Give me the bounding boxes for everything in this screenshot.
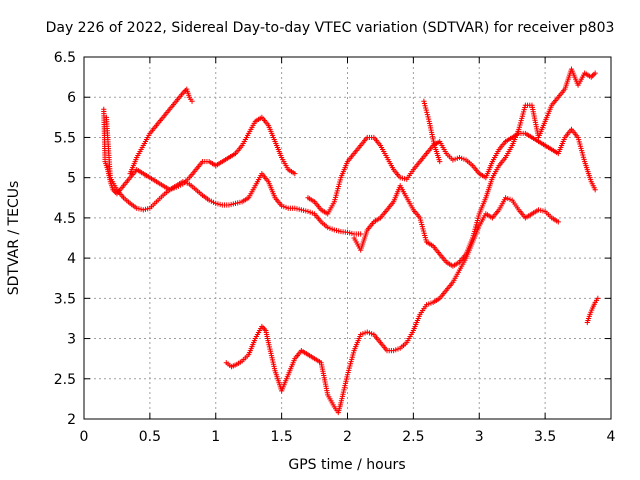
data-point <box>423 105 429 111</box>
y-tick-label: 2.5 <box>54 372 76 388</box>
data-point <box>437 158 443 165</box>
data-point <box>555 219 561 225</box>
series-track-e <box>223 195 561 416</box>
series-track-h <box>584 295 601 326</box>
x-tick-label: 3.5 <box>534 429 556 445</box>
data-point <box>292 171 298 177</box>
series-track-c <box>127 86 195 177</box>
y-tick-label: 6 <box>67 90 76 106</box>
data-point <box>358 231 364 237</box>
data-point <box>424 109 430 116</box>
x-tick-label: 4 <box>607 429 616 445</box>
chart-title: Day 226 of 2022, Sidereal Day-to-day VTE… <box>46 20 615 36</box>
data-point <box>423 107 429 113</box>
data-point <box>592 187 598 193</box>
x-tick-label: 0.5 <box>139 429 161 445</box>
y-tick-label: 5.5 <box>54 130 76 146</box>
y-tick-label: 6.5 <box>54 50 76 66</box>
data-point <box>421 98 427 104</box>
series-track-d <box>305 126 598 217</box>
y-tick-label: 3.5 <box>54 291 76 307</box>
x-tick-label: 0 <box>80 429 89 445</box>
y-tick-label: 2 <box>67 412 76 428</box>
ticks-layer: 0 0.5 1 1.5 2 2.5 3 3.5 4 2 2.5 3 3.5 4 4.5 5 5.5 6 6.5 <box>54 50 616 445</box>
data-point <box>424 112 431 118</box>
data-points-layer <box>101 66 601 416</box>
series-track-g <box>421 98 443 165</box>
data-point <box>425 116 432 122</box>
data-point <box>595 295 601 301</box>
series-track-b <box>103 114 364 237</box>
x-axis-label: GPS time / hours <box>288 457 405 473</box>
x-tick-label: 1 <box>211 429 220 445</box>
y-axis-label: SDTVAR / TECUs <box>6 181 22 296</box>
y-tick-label: 4 <box>67 251 76 267</box>
series-track-f <box>351 66 598 269</box>
y-tick-label: 5 <box>67 171 76 187</box>
x-tick-label: 1.5 <box>270 429 292 445</box>
data-point <box>421 100 428 107</box>
y-tick-label: 3 <box>67 332 76 348</box>
x-tick-label: 2 <box>343 429 352 445</box>
x-tick-label: 2.5 <box>402 429 424 445</box>
data-point <box>189 98 195 104</box>
y-tick-label: 4.5 <box>54 211 76 227</box>
series-track-a <box>101 106 298 197</box>
data-point <box>422 103 428 109</box>
data-point <box>425 114 431 120</box>
x-tick-label: 3 <box>475 429 484 445</box>
data-point <box>592 70 598 76</box>
